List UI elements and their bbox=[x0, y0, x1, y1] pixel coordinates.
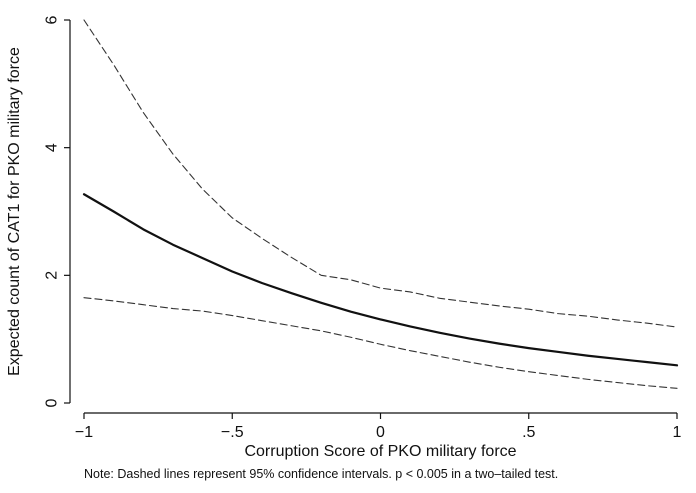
series-line-estimate bbox=[82, 193, 679, 367]
x-ticks: −1 −.5 0 .5 1 bbox=[75, 413, 682, 441]
y-axis-label: Expected count of CAT1 for PKO military … bbox=[6, 47, 23, 376]
y-tick-label: 2 bbox=[44, 271, 61, 280]
y-tick-label: 4 bbox=[44, 143, 61, 152]
series-line-ci bbox=[83, 19, 678, 328]
x-axis-label: Corruption Score of PKO military force bbox=[244, 443, 516, 460]
chart-note: Note: Dashed lines represent 95% confide… bbox=[84, 467, 558, 481]
y-ticks: 0 2 4 6 bbox=[44, 15, 70, 407]
x-tick-label: 0 bbox=[376, 424, 385, 441]
series-line-ci bbox=[83, 297, 678, 389]
x-tick-label: −.5 bbox=[221, 424, 244, 441]
y-tick-label: 0 bbox=[44, 398, 61, 407]
x-tick-label: −1 bbox=[75, 424, 93, 441]
x-tick-label: .5 bbox=[522, 424, 535, 441]
x-tick-label: 1 bbox=[673, 424, 682, 441]
series-group bbox=[82, 19, 679, 389]
y-tick-label: 6 bbox=[44, 15, 61, 24]
axes bbox=[69, 20, 677, 414]
